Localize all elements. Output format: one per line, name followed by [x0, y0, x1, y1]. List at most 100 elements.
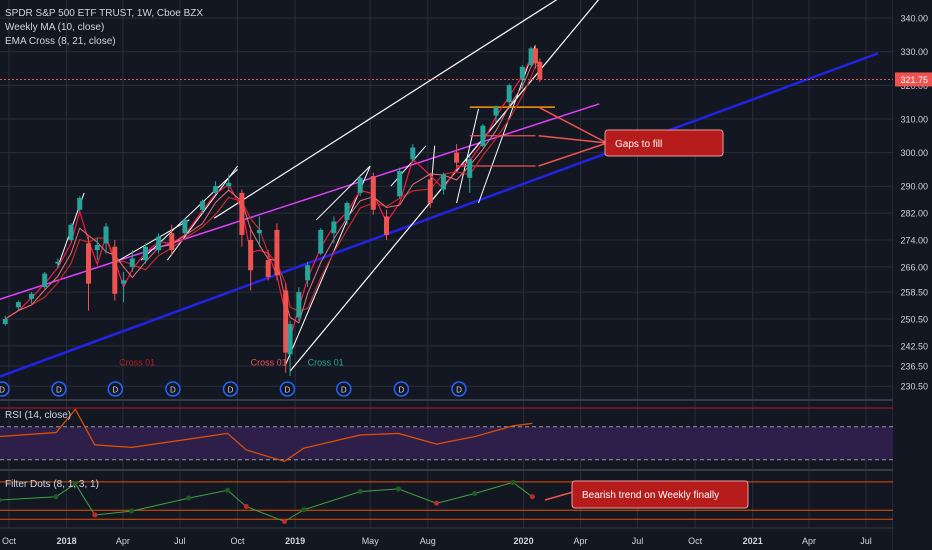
- price-tick-label: 236.50: [900, 362, 928, 372]
- time-tick-label: Oct: [688, 536, 703, 546]
- candle-body: [274, 229, 280, 276]
- candle: [213, 181, 219, 195]
- candle-body: [344, 203, 350, 220]
- candle: [318, 228, 324, 256]
- candle: [296, 287, 302, 321]
- dividend-marker: D: [451, 381, 467, 397]
- rsi-title[interactable]: RSI (14, close): [5, 410, 71, 421]
- candle-body: [199, 201, 205, 210]
- candle: [15, 300, 21, 311]
- candle-series: [2, 44, 543, 377]
- indicator-weekly-ma[interactable]: Weekly MA (10, close): [5, 22, 104, 33]
- price-tick-label: 330.00: [900, 47, 928, 57]
- filter-dot: [72, 481, 78, 487]
- dividend-marker-label: D: [170, 386, 176, 395]
- candle-body: [331, 221, 337, 234]
- candle-body: [2, 318, 8, 325]
- candle-body: [55, 261, 61, 264]
- candle-body: [265, 260, 271, 277]
- filter-dot: [357, 489, 363, 495]
- candle: [305, 261, 311, 288]
- candle: [506, 83, 512, 106]
- candle: [493, 105, 499, 123]
- candle-body: [256, 229, 262, 234]
- gap-callout-arrow: [538, 106, 608, 144]
- filter-dot: [92, 512, 98, 518]
- price-tick-label: 274.00: [900, 235, 928, 245]
- time-tick-label: Jul: [174, 536, 186, 546]
- symbol-title[interactable]: SPDR S&P 500 ETF TRUST, 1W, Cboe BZX: [5, 8, 203, 19]
- candle: [357, 176, 363, 197]
- dividend-marker: D: [0, 381, 10, 397]
- candle: [68, 223, 74, 242]
- candle: [467, 155, 473, 193]
- price-axis[interactable]: 340.00330.00320.00310.00300.00290.00282.…: [893, 0, 932, 550]
- dividend-marker: D: [336, 381, 352, 397]
- time-tick-label: 2018: [57, 536, 77, 546]
- candle: [112, 239, 118, 301]
- indicator-ema-cross[interactable]: EMA Cross (8, 21, close): [5, 36, 116, 47]
- filter-dot: [281, 518, 287, 524]
- candle: [397, 167, 403, 198]
- white-wedge-line: [390, 145, 427, 187]
- candle-body: [142, 246, 148, 261]
- dividend-marker: D: [393, 381, 410, 397]
- filter-dot: [510, 479, 516, 485]
- price-tick-label: 300.00: [900, 148, 928, 158]
- bearish-callout-label: Bearish trend on Weekly finally: [582, 490, 719, 501]
- filter-dot: [129, 508, 135, 514]
- candle: [265, 250, 271, 281]
- gaps-callout: Gaps to fill: [604, 129, 724, 157]
- dividend-marker-label: D: [228, 386, 234, 395]
- time-tick-label: 2019: [285, 536, 305, 546]
- candle-body: [169, 233, 175, 251]
- filter-dot: [434, 500, 440, 506]
- time-axis[interactable]: Oct 2018 Apr Jul Oct 2019 May Aug 2020 Apr Jul Oct 2…: [2, 536, 872, 546]
- candle-body: [318, 229, 324, 254]
- candle-body: [506, 85, 512, 103]
- candle-body: [15, 302, 21, 308]
- filter-dot: [529, 494, 535, 500]
- candle: [248, 226, 254, 291]
- candle-body: [68, 224, 74, 240]
- dividend-marker-label: D: [285, 386, 291, 395]
- candle: [480, 123, 486, 148]
- candle-body: [29, 293, 35, 299]
- filter-line: [0, 481, 533, 523]
- time-tick-label: Aug: [420, 536, 436, 546]
- candle-body: [248, 239, 254, 271]
- candle: [86, 236, 92, 311]
- candle-body: [467, 159, 473, 178]
- dividend-marker-circle: [222, 381, 239, 397]
- time-tick-label: Apr: [574, 536, 588, 546]
- ema-fast-line: [4, 55, 541, 339]
- price-tick-label: 242.50: [900, 341, 928, 351]
- time-tick-label: 2021: [743, 536, 763, 546]
- candle-body: [493, 107, 499, 116]
- candle: [129, 250, 135, 272]
- candle-body: [440, 174, 446, 190]
- cross-label: Cross 01: [308, 357, 344, 367]
- white-wedge-line: [478, 44, 536, 204]
- filter-dot: [472, 491, 478, 496]
- candle-body: [383, 216, 389, 235]
- dividend-marker-label: D: [398, 386, 404, 395]
- price-tick-label: 340.00: [900, 14, 928, 24]
- dividend-marker: D: [107, 381, 124, 397]
- candle-body: [239, 192, 245, 235]
- filter-dots-title[interactable]: Filter Dots (8, 1, 3, 1): [5, 479, 99, 490]
- dividend-marker-label: D: [56, 386, 62, 395]
- candle-body: [77, 197, 83, 210]
- magenta-trendline: [0, 103, 600, 300]
- white-wedge-line: [285, 165, 371, 365]
- time-tick-label: Oct: [2, 536, 17, 546]
- candle-body: [156, 236, 162, 251]
- white-upper-channel: [214, 0, 558, 219]
- filter-dot: [243, 504, 249, 509]
- dividend-marker-label: D: [456, 386, 462, 395]
- white-wedge-line: [316, 165, 371, 221]
- candle-body: [305, 265, 311, 281]
- dividend-marker-circle: [0, 381, 10, 397]
